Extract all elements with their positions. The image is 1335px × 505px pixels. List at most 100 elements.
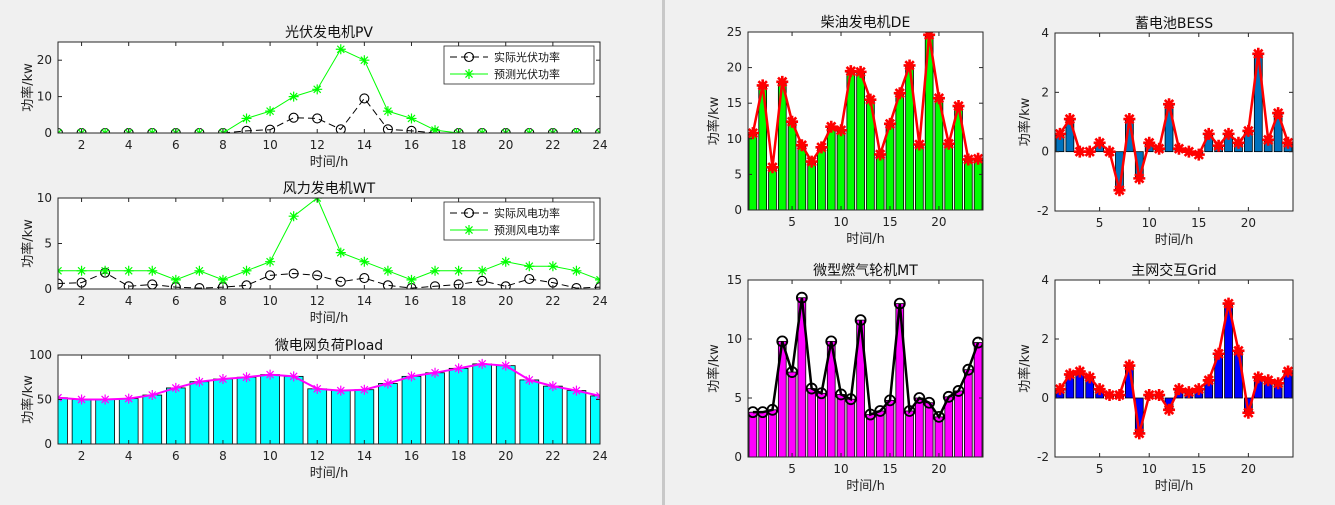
de-point bbox=[893, 87, 906, 100]
de-bar bbox=[817, 146, 826, 210]
grid-point bbox=[1103, 389, 1116, 402]
wt-series-1-point bbox=[241, 265, 252, 276]
grid-ytick-label: 2 bbox=[1041, 332, 1049, 346]
bess-point bbox=[1272, 107, 1285, 120]
de-line bbox=[751, 34, 979, 168]
wt-series-1-point bbox=[382, 265, 393, 276]
wt-series-1-point bbox=[547, 261, 558, 272]
load-xtick-label: 2 bbox=[78, 449, 86, 463]
wt-xtick-label: 14 bbox=[357, 294, 372, 308]
bess-point bbox=[1262, 133, 1275, 146]
wt-legend-marker-0 bbox=[463, 207, 475, 219]
bess-xtick-label: 15 bbox=[1191, 216, 1206, 230]
load-bar bbox=[543, 385, 563, 444]
pv-series-1-point bbox=[430, 125, 441, 133]
pv-xtick-label: 6 bbox=[172, 138, 180, 152]
bess-point bbox=[1133, 172, 1146, 185]
bess-point bbox=[1232, 136, 1245, 149]
de-point bbox=[932, 92, 945, 105]
load-xtick-label: 10 bbox=[262, 449, 277, 463]
load-bar bbox=[519, 379, 540, 444]
pv-xtick-label: 8 bbox=[219, 138, 227, 152]
mt-axes-box bbox=[747, 279, 984, 458]
pv-xtick-label: 18 bbox=[451, 138, 466, 152]
wt-ytick-label: 10 bbox=[37, 191, 52, 205]
grid-point bbox=[1163, 403, 1176, 416]
load-bar bbox=[448, 367, 469, 444]
mt-ylabel: 功率/kw bbox=[706, 344, 722, 393]
mt-xtick-label: 10 bbox=[833, 462, 848, 476]
de-point bbox=[786, 115, 799, 128]
load-bar bbox=[307, 388, 328, 444]
load-chart: 2 4 6 8 10 12 14 16 18 20 22 24050100微电网负荷Pload时间/h… bbox=[20, 338, 608, 481]
wt-series-0-point bbox=[571, 283, 582, 289]
mt-bar bbox=[973, 342, 983, 457]
de-point bbox=[942, 137, 955, 150]
mt-point bbox=[786, 366, 798, 378]
load-point bbox=[335, 385, 346, 396]
bess-point bbox=[1123, 113, 1136, 126]
bess-point bbox=[1055, 127, 1066, 140]
mt-xtick-label: 5 bbox=[788, 462, 796, 476]
mt-point bbox=[835, 388, 847, 401]
wt-series-1-point bbox=[147, 265, 158, 276]
de-bar bbox=[885, 123, 895, 210]
charts-layer: 2 4 6 8 10 12 14 16 18 20 22 2401020光伏发电机PV时间/h功率/k… bbox=[20, 15, 1294, 494]
bess-point bbox=[1113, 184, 1126, 197]
load-bar bbox=[71, 399, 92, 444]
wt-xlabel: 时间/h bbox=[310, 311, 349, 326]
pv-ytick-label: 20 bbox=[37, 53, 52, 67]
de-bar bbox=[826, 126, 836, 210]
bess-title: 蓄电池BESS bbox=[1135, 16, 1213, 32]
grid-point bbox=[1123, 359, 1136, 372]
mt-point bbox=[942, 390, 955, 403]
mt-bar bbox=[846, 398, 856, 457]
wt-series-0-point bbox=[429, 281, 441, 289]
de-point bbox=[776, 75, 789, 88]
de-ytick-label: 10 bbox=[727, 132, 742, 146]
wt-series-1-point bbox=[170, 274, 181, 285]
de-point bbox=[874, 148, 887, 161]
wt-series-1-point bbox=[500, 256, 511, 267]
bess-xtick-label: 10 bbox=[1142, 216, 1157, 230]
pv-series-0-point bbox=[359, 93, 370, 104]
wt-series-1-point bbox=[217, 274, 228, 285]
mt-point bbox=[766, 403, 779, 416]
load-bar bbox=[495, 365, 516, 444]
bess-data-layer bbox=[1055, 47, 1293, 197]
wt-series-0-point bbox=[241, 280, 252, 289]
load-xtick-label: 12 bbox=[310, 449, 325, 463]
mt-xtick-label: 20 bbox=[931, 462, 946, 476]
wt-data-layer bbox=[58, 198, 600, 289]
pv-xtick-label: 4 bbox=[125, 138, 133, 152]
pv-xtick-label: 14 bbox=[357, 138, 372, 152]
mt-point bbox=[913, 392, 926, 404]
grid-ylabel: 功率/kw bbox=[1017, 344, 1033, 393]
grid-point bbox=[1212, 347, 1225, 360]
load-title: 微电网负荷Pload bbox=[275, 338, 383, 354]
mt-point bbox=[825, 335, 838, 348]
mt-bar bbox=[934, 416, 944, 457]
mt-bar bbox=[768, 409, 777, 457]
load-ytick-label: 0 bbox=[44, 437, 52, 451]
load-xtick-label: 4 bbox=[125, 449, 133, 463]
mt-bar bbox=[954, 390, 963, 457]
wt-chart: 2 4 6 8 10 12 14 16 18 20 22 240510风力发电机WT时间/h功率/kw… bbox=[20, 181, 608, 326]
load-point bbox=[312, 383, 323, 394]
grid-point bbox=[1153, 389, 1166, 402]
de-ytick-label: 0 bbox=[734, 203, 742, 217]
load-point bbox=[477, 358, 488, 369]
bess-point bbox=[1212, 139, 1225, 152]
bess-axes-box bbox=[1054, 32, 1294, 212]
wt-series-1-point bbox=[76, 265, 87, 276]
wt-series-0-point bbox=[58, 278, 64, 289]
bess-point bbox=[1153, 142, 1166, 155]
mt-point bbox=[805, 382, 818, 395]
de-point bbox=[766, 161, 779, 174]
load-ylabel: 功率/kw bbox=[20, 375, 36, 424]
grid-point bbox=[1172, 383, 1185, 396]
pv-xtick-label: 20 bbox=[498, 138, 513, 152]
grid-point bbox=[1262, 374, 1275, 387]
grid-xlabel: 时间/h bbox=[1155, 479, 1194, 494]
